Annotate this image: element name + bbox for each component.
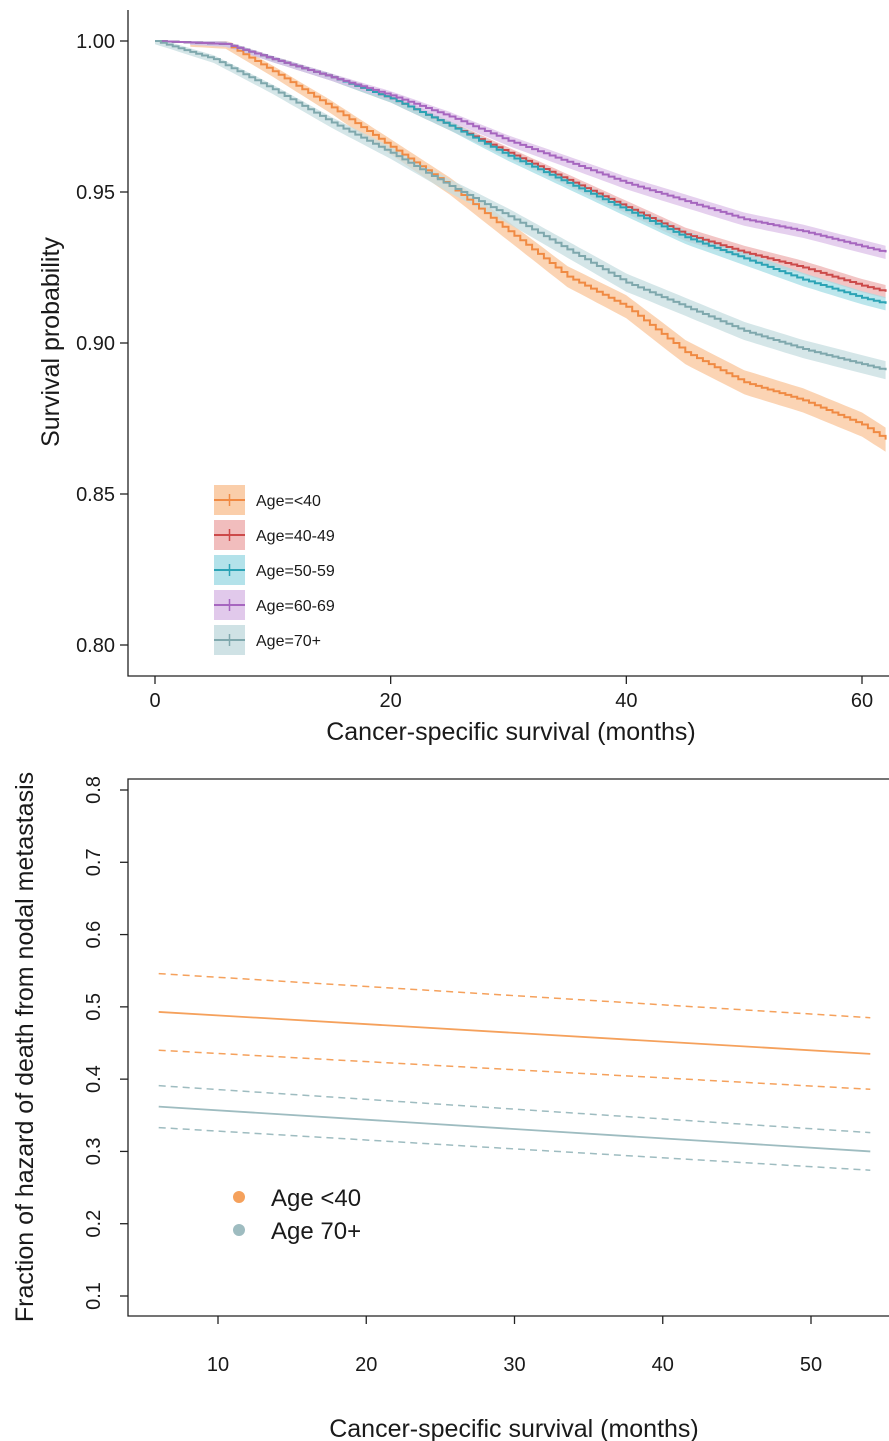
lower-bound-age-70 [158,1126,871,1171]
hazard-fraction-chart: 0.1 0.2 0.3 0.4 0.5 0.6 0.7 0.8 10 20 30 40 50 Canc… [11,772,889,1441]
x-tick-label: 30 [503,1354,525,1376]
band-age-40 [190,41,886,452]
survival-curves [155,40,887,440]
legend-label: Age=50-59 [256,563,335,580]
plot-frame [127,778,889,1317]
legend: Age <40 Age 70+ [233,1185,361,1245]
x-tick-label: 40 [652,1354,674,1376]
legend-marker [233,1224,245,1236]
curve-age-40 [155,40,887,440]
y-tick-label: 0.6 [83,921,105,949]
legend-label: Age=60-69 [256,598,335,615]
y-tick-label: 0.90 [76,333,115,355]
x-axis-ticks: 0 20 40 60 [149,676,873,712]
legend-item-age-40: Age=<40 [214,485,321,515]
line-age-40 [158,1011,871,1055]
curve-age-60-69 [155,40,887,253]
upper-bound-age-40 [158,972,871,1019]
x-tick-label: 50 [800,1354,822,1376]
y-axis-title: Survival probability [37,237,65,447]
legend-label: Age=70+ [256,633,321,650]
line-age-70 [158,1105,871,1153]
y-axis-ticks: 0.80 0.85 0.90 0.95 1.00 [76,31,128,657]
legend-item-age-50-59: Age=50-59 [214,555,335,585]
x-tick-label: 60 [851,690,873,712]
y-tick-label: 0.1 [83,1282,105,1310]
band-age-50-59 [190,41,886,311]
x-tick-label: 40 [615,690,637,712]
y-tick-label: 0.5 [83,993,105,1021]
curve-age-70 [155,40,887,371]
legend-label: Age=40-49 [256,528,335,545]
y-tick-label: 0.2 [83,1210,105,1238]
legend-label: Age=<40 [256,493,321,510]
x-tick-label: 10 [207,1354,229,1376]
y-tick-label: 0.3 [83,1137,105,1165]
y-tick-label: 0.8 [83,776,105,804]
legend-item-age-60-69: Age=60-69 [214,590,335,620]
x-axis-ticks: 10 20 30 40 50 [207,1316,822,1376]
legend-marker [233,1191,245,1203]
y-tick-label: 0.95 [76,182,115,204]
lower-bound-age-40 [158,1049,871,1091]
band-age-70 [155,41,886,380]
survival-chart: 0.80 0.85 0.90 0.95 1.00 0 20 40 60 Cancer-spec… [37,10,889,746]
y-tick-label: 0.4 [83,1065,105,1093]
legend-label: Age 70+ [271,1218,361,1245]
y-tick-label: 0.85 [76,484,115,506]
y-tick-label: 0.80 [76,635,115,657]
legend-item-age-40: Age <40 [233,1185,361,1212]
legend-label: Age <40 [271,1185,361,1212]
legend-item-age-70: Age 70+ [233,1218,361,1245]
x-tick-label: 20 [380,690,402,712]
y-axis-title: Fraction of hazard of death from nodal m… [11,772,39,1322]
y-tick-label: 0.7 [83,848,105,876]
upper-bound-age-70 [158,1084,871,1134]
x-tick-label: 0 [149,690,160,712]
legend-item-age-40-49: Age=40-49 [214,520,335,550]
x-tick-label: 20 [355,1354,377,1376]
confidence-bands [155,41,886,452]
hazard-lines [158,972,871,1171]
y-axis-ticks: 0.1 0.2 0.3 0.4 0.5 0.6 0.7 0.8 [83,776,128,1310]
x-axis-title: Cancer-specific survival (months) [329,1415,699,1441]
y-tick-label: 1.00 [76,31,115,53]
x-axis-title: Cancer-specific survival (months) [326,718,696,746]
legend-item-age-70: Age=70+ [214,625,321,655]
legend: Age=<40 Age=40-49 Age=50-59 Age=60-69 Age=70… [214,485,335,655]
y-axis-line [127,10,889,677]
